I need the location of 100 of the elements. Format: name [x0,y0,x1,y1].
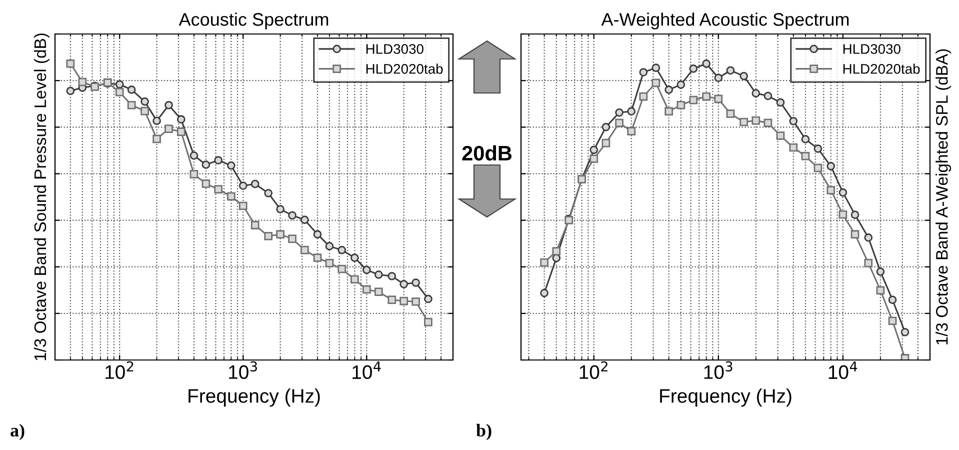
x-tick-label: 10$^{2}$ [580,361,608,379]
point [764,92,772,100]
point [838,188,848,197]
point [689,64,698,73]
point [362,266,371,274]
point [639,68,648,76]
point [300,246,309,254]
point [652,64,660,72]
point [338,246,346,254]
point [374,270,383,279]
point [152,134,161,144]
legend-label: HLD2020tab [843,64,920,74]
y-axis-title: 1/3 Octave Band A-Weighted SPL (dBA) [936,49,952,344]
text: b) [476,424,492,440]
point [190,151,198,160]
point [374,288,383,296]
point [388,272,396,280]
point [888,316,897,326]
point [400,280,408,288]
point [127,100,136,110]
point [226,161,236,170]
point [826,186,836,194]
point [740,118,748,126]
point [202,160,210,169]
point [540,288,548,298]
point [350,254,359,262]
point [412,278,420,287]
point [226,192,236,201]
point [190,170,198,178]
x-tick-label: 10$^{4}$ [828,361,858,380]
point [652,78,660,88]
legend-label: HLD3030 [366,44,424,54]
point [424,294,432,304]
point [176,128,186,136]
point [789,143,798,152]
legend-label: HLD2020tab [366,64,443,74]
point [702,59,710,68]
point [664,86,674,94]
point [412,297,420,306]
chart-title: A-Weighted Acoustic Spectrum [601,12,849,30]
point [325,242,334,250]
point [627,127,636,136]
point [702,92,710,101]
point [313,254,322,262]
point [627,107,636,116]
point [202,179,210,188]
point [776,131,785,140]
point [602,138,610,148]
point [602,122,610,132]
point [350,275,359,284]
x-tick-label: 10$^{4}$ [352,361,381,380]
point [214,185,223,194]
point [338,264,346,274]
point [850,230,860,239]
point [864,258,873,268]
x-tick-label: 10$^{2}$ [106,361,134,379]
point [313,230,322,239]
point [826,162,836,170]
point [362,285,371,294]
point [590,146,598,154]
point [540,258,548,267]
point [801,135,810,144]
point [127,86,136,94]
point [66,86,75,96]
point [214,156,223,164]
point [789,116,798,126]
point [900,328,910,336]
point [276,230,284,239]
point [66,59,75,68]
point [424,318,432,326]
point [115,88,124,96]
text: 20dB [462,145,512,161]
point [276,204,284,214]
point [814,144,822,153]
point [115,80,124,89]
point [689,96,698,104]
point [876,268,885,276]
point [801,152,810,160]
point [752,89,760,98]
point [325,258,334,268]
chart-title: Acoustic Spectrum [178,12,328,30]
point [400,296,408,306]
point [676,80,686,89]
point [864,233,873,242]
x-tick-label: 10$^{3}$ [229,361,257,379]
point [814,164,822,172]
x-tick-label: 10$^{3}$ [704,361,732,379]
x-axis-title: Frequency (Hz) [660,388,792,407]
point [140,97,149,106]
point [615,118,624,128]
point [288,234,296,243]
y-axis-title: 1/3 Octave Band Sound Pressure Level (dB) [34,34,50,360]
point [714,74,723,82]
point [676,100,686,110]
point [78,78,87,86]
legend-label: HLD3030 [843,44,900,54]
point [876,286,885,295]
point [776,98,785,107]
point [152,116,161,125]
point [264,232,273,240]
